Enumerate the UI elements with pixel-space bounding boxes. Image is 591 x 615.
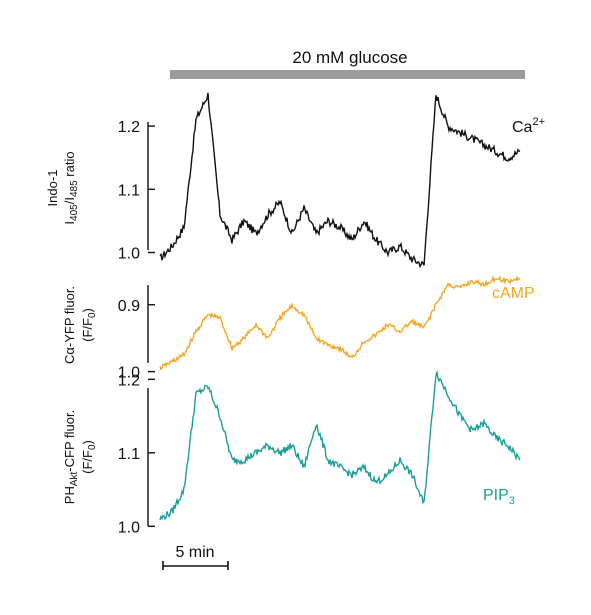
svg-text:Cα-YFP fluor.: Cα-YFP fluor. <box>62 286 77 364</box>
pip3-ylabel-main: PH <box>62 486 77 504</box>
pip3-ylabel2-sub: 0 <box>87 444 98 450</box>
stimulus-label: 20 mM glucose <box>292 48 407 67</box>
pip3-tick-label: 1.2 <box>118 372 140 389</box>
svg-text:Indo-1: Indo-1 <box>45 170 60 207</box>
calcium-label-sup: 2+ <box>532 116 545 128</box>
camp-trace-label: cAMP <box>492 285 535 302</box>
scale-bar-label: 5 min <box>175 544 214 561</box>
calcium-ylabel-i: I <box>62 221 77 225</box>
svg-text:(F/F0): (F/F0) <box>80 440 98 474</box>
camp-ylabel-end: ) <box>80 308 95 312</box>
calcium-ylabel-line1: Indo-1 <box>45 170 60 207</box>
camp-tick-label: 0.9 <box>118 298 140 315</box>
svg-text:PHAkt-CFP fluor.: PHAkt-CFP fluor. <box>62 410 80 504</box>
calcium-ylabel-mid: /I <box>62 197 77 204</box>
calcium-ylabel-sub1: 405 <box>69 204 80 221</box>
camp-tick-label: 1.0 <box>118 365 140 382</box>
calcium-panel: 1.0 1.1 1.2 Indo-1 I405/I485 ratio Ca2+ <box>45 92 545 269</box>
camp-ylabel-main: (F/F <box>80 318 95 342</box>
pip3-ticks: 1.0 1.1 1.2 <box>118 372 155 536</box>
time-scale-bar: 5 min <box>162 544 229 570</box>
pip3-y-title: PHAkt-CFP fluor. (F/F0) <box>62 410 98 504</box>
calcium-trace-label: Ca2+ <box>512 116 545 136</box>
camp-ylabel-line1: Cα-YFP fluor. <box>62 286 77 364</box>
camp-trace <box>159 274 521 371</box>
camp-y-title: Cα-YFP fluor. (F/F0) <box>62 286 98 364</box>
pip3-ylabel2-main: (F/F <box>80 450 95 474</box>
calcium-tick-label: 1.2 <box>118 119 140 136</box>
calcium-ticks: 1.0 1.1 1.2 <box>118 119 155 263</box>
pip3-ylabel-sub: Akt <box>69 471 80 486</box>
calcium-tick-label: 1.0 <box>118 246 140 263</box>
pip3-label-main: PIP <box>483 487 509 504</box>
camp-ticks: 0.9 1.0 <box>118 298 155 382</box>
camp-ylabel-sub: 0 <box>87 312 98 318</box>
stimulus-bar <box>170 70 525 79</box>
camp-panel: 0.9 1.0 Cα-YFP fluor. (F/F0) cAMP <box>62 274 535 382</box>
pip3-tick-label: 1.0 <box>118 519 140 536</box>
pip3-trace <box>159 369 521 521</box>
pip3-trace-label: PIP3 <box>483 487 515 507</box>
calcium-ylabel-sub2: 485 <box>69 180 80 197</box>
pip3-ylabel-end: -CFP fluor. <box>62 410 77 472</box>
pip3-ylabel2-end: ) <box>80 440 95 444</box>
svg-text:(F/F0): (F/F0) <box>80 308 98 342</box>
pip3-panel: 1.0 1.1 1.2 PHAkt-CFP fluor. (F/F0) PIP3 <box>62 369 521 536</box>
scale-bar-line <box>162 561 229 570</box>
calcium-trace <box>159 92 521 269</box>
calcium-tick-label: 1.1 <box>118 182 140 199</box>
pip3-tick-label: 1.1 <box>118 446 140 463</box>
pip3-label-sub: 3 <box>509 495 515 507</box>
svg-text:I405/I485 ratio: I405/I485 ratio <box>62 151 80 224</box>
calcium-y-title: Indo-1 I405/I485 ratio <box>45 151 80 224</box>
calcium-label-main: Ca <box>512 119 533 136</box>
camp-label-main: cAMP <box>492 285 535 302</box>
calcium-ylabel-end: ratio <box>62 151 77 180</box>
